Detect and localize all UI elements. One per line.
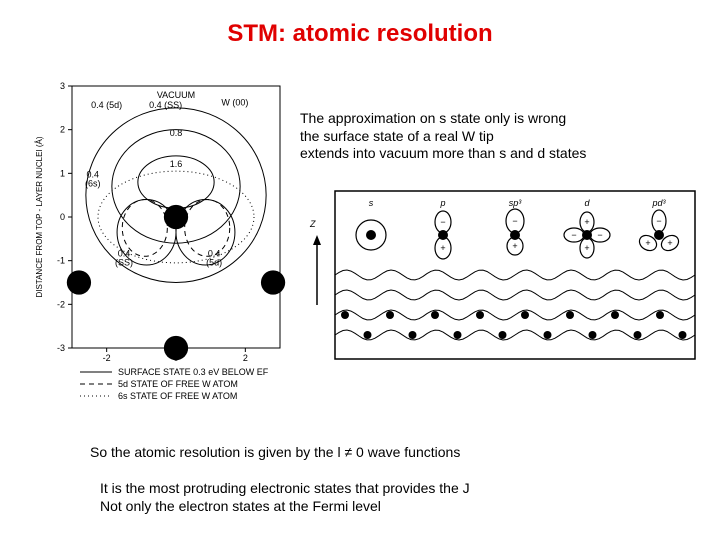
svg-text:+: + (512, 241, 517, 251)
svg-text:−: − (440, 217, 445, 227)
svg-text:0.4 (SS): 0.4 (SS) (149, 100, 182, 110)
svg-text:(5d): (5d) (206, 257, 222, 267)
svg-text:−: − (571, 230, 576, 240)
svg-text:0.8: 0.8 (170, 128, 183, 138)
svg-text:-3: -3 (57, 343, 65, 353)
svg-text:pd³: pd³ (651, 198, 666, 208)
svg-text:5d STATE OF FREE W ATOM: 5d STATE OF FREE W ATOM (118, 379, 238, 389)
svg-text:-2: -2 (103, 353, 111, 363)
page-title: STM: atomic resolution (0, 20, 720, 48)
svg-text:Z: Z (309, 219, 316, 229)
conclusion-text-2: It is the most protruding electronic sta… (100, 480, 660, 515)
svg-text:+: + (440, 243, 445, 253)
svg-text:SURFACE STATE 0.3 eV BELOW E: SURFACE STATE 0.3 eV BELOW EF (118, 367, 269, 377)
svg-text:+: + (584, 243, 589, 253)
svg-text:-1: -1 (57, 256, 65, 266)
svg-text:p: p (439, 198, 445, 208)
conclusion-text-1: So the atomic resolution is given by the… (90, 444, 650, 462)
svg-text:+: + (645, 238, 650, 248)
svg-text:6s STATE OF FREE W ATOM: 6s STATE OF FREE W ATOM (118, 391, 237, 401)
svg-text:s: s (369, 198, 374, 208)
svg-text:1: 1 (60, 168, 65, 178)
svg-text:3: 3 (60, 81, 65, 91)
svg-text:VACUUM: VACUUM (157, 90, 195, 100)
svg-text:1.6: 1.6 (170, 159, 183, 169)
svg-text:W (00): W (00) (221, 98, 248, 108)
svg-text:-2: -2 (57, 299, 65, 309)
svg-text:(6s): (6s) (85, 179, 101, 189)
svg-text:2: 2 (243, 353, 248, 363)
svg-text:+: + (368, 230, 373, 240)
svg-text:(SS): (SS) (115, 257, 133, 267)
svg-text:2: 2 (60, 125, 65, 135)
svg-text:0: 0 (60, 212, 65, 222)
svg-text:+: + (584, 217, 589, 227)
left-figure: -3-2-10123-202DISTANCE FROM TOP - LAYER … (28, 80, 288, 410)
svg-text:+: + (667, 238, 672, 248)
svg-text:−: − (656, 216, 661, 226)
svg-text:−: − (512, 216, 517, 226)
svg-text:−: − (597, 230, 602, 240)
svg-text:0.4 (5d): 0.4 (5d) (91, 100, 122, 110)
right-figure: Zs+p−+sp³−+d++−−pd³−++ (300, 185, 700, 365)
svg-text:sp³: sp³ (509, 198, 523, 208)
svg-text:d: d (584, 198, 590, 208)
svg-text:DISTANCE FROM TOP - LAYER NUCL: DISTANCE FROM TOP - LAYER NUCLEI (Å) (35, 136, 44, 297)
intro-text: The approximation on s state only is wro… (300, 110, 700, 163)
